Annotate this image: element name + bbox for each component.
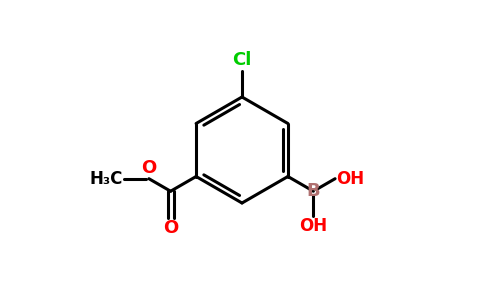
Text: O: O [163, 219, 178, 237]
Text: H₃C: H₃C [89, 170, 122, 188]
Text: OH: OH [299, 218, 328, 236]
Text: O: O [141, 159, 156, 177]
Text: OH: OH [336, 170, 364, 188]
Text: B: B [306, 182, 320, 200]
Text: Cl: Cl [232, 51, 252, 69]
